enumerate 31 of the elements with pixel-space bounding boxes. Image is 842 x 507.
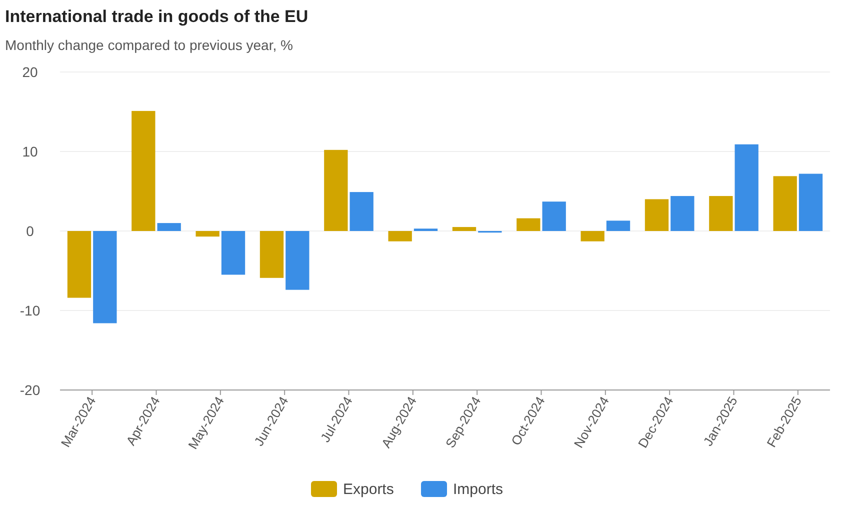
bar xyxy=(798,174,823,231)
bar xyxy=(542,202,566,231)
bar xyxy=(606,220,630,231)
bar xyxy=(709,196,733,231)
bar xyxy=(644,199,669,231)
bar xyxy=(260,231,284,278)
bar xyxy=(157,223,181,231)
y-tick-label: 10 xyxy=(22,144,38,160)
bar xyxy=(67,231,92,298)
bar xyxy=(93,231,117,324)
chart-title: International trade in goods of the EU xyxy=(5,7,308,26)
y-tick-label: 0 xyxy=(26,223,34,239)
legend-label: Imports xyxy=(453,481,504,498)
legend-label: Exports xyxy=(343,481,394,498)
bar xyxy=(350,192,374,231)
bar xyxy=(388,231,412,242)
bar xyxy=(452,227,476,231)
bar xyxy=(516,218,540,231)
bar xyxy=(132,110,156,231)
y-tick-label: 20 xyxy=(22,64,38,80)
bar xyxy=(773,176,797,231)
y-tick-label: -10 xyxy=(20,302,40,318)
y-tick-label: -20 xyxy=(20,382,40,398)
bar xyxy=(324,150,348,231)
bar xyxy=(196,231,220,237)
bar xyxy=(286,231,310,290)
bar xyxy=(580,231,604,242)
bar xyxy=(221,231,246,275)
chart-subtitle: Monthly change compared to previous year, % xyxy=(5,37,293,53)
bar xyxy=(670,196,694,231)
bar xyxy=(734,144,758,231)
